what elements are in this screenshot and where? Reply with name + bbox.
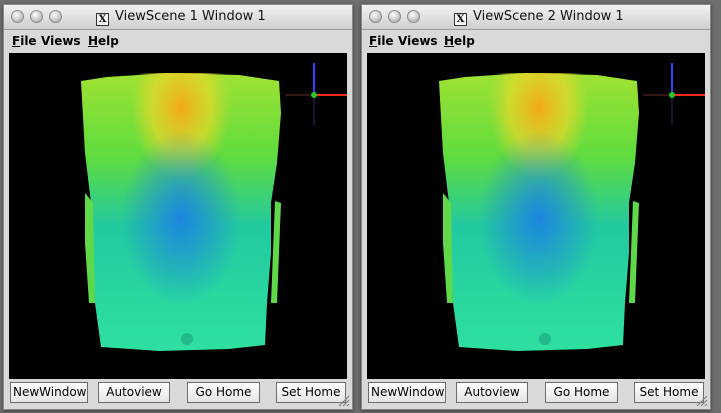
window-title-text: ViewScene 1 Window 1 — [115, 9, 266, 24]
menu-file[interactable]: File — [12, 34, 37, 48]
torso-scene — [81, 63, 347, 363]
go-home-button[interactable]: Go Home — [545, 382, 618, 403]
menu-help-mnemonic: H — [444, 34, 455, 48]
x11-icon: X — [96, 13, 109, 26]
menu-bar: File Views Help — [362, 30, 710, 52]
menu-file-mnemonic: F — [12, 34, 21, 48]
menu-views[interactable]: Views — [398, 34, 438, 48]
menu-help-mnemonic: H — [88, 34, 99, 48]
menu-file-mnemonic: F — [369, 34, 378, 48]
resize-grip-icon[interactable] — [696, 395, 708, 407]
set-home-button[interactable]: Set Home — [276, 382, 346, 403]
x11-icon: X — [454, 13, 467, 26]
torso-scene — [439, 63, 705, 363]
title-bar[interactable]: X ViewScene 1 Window 1 — [4, 5, 352, 30]
title-bar[interactable]: X ViewScene 2 Window 1 — [362, 5, 710, 30]
close-window-button[interactable] — [369, 10, 382, 23]
menu-help-label: elp — [454, 34, 475, 48]
menu-help-label: elp — [98, 34, 119, 48]
autoview-button[interactable]: Autoview — [456, 382, 528, 403]
window-title: X ViewScene 1 Window 1 — [96, 9, 266, 26]
zoom-window-button[interactable] — [407, 10, 420, 23]
menu-views-label: Views — [398, 34, 438, 48]
resize-grip-icon[interactable] — [338, 395, 350, 407]
menu-help[interactable]: Help — [88, 34, 119, 48]
render-viewport[interactable] — [367, 53, 705, 379]
menu-file-label: ile — [20, 34, 37, 48]
render-viewport[interactable] — [9, 53, 347, 379]
window-title-text: ViewScene 2 Window 1 — [473, 9, 624, 24]
menu-file[interactable]: File — [369, 34, 394, 48]
minimize-window-button[interactable] — [388, 10, 401, 23]
button-row: NewWindow Autoview Go Home Set Home — [362, 382, 710, 406]
viewscene-window-2: X ViewScene 2 Window 1 File Views Help — [361, 4, 711, 410]
new-window-button[interactable]: NewWindow — [10, 382, 88, 403]
menu-help[interactable]: Help — [444, 34, 475, 48]
viewscene-window-1: X ViewScene 1 Window 1 File Views Help — [3, 4, 353, 410]
set-home-button[interactable]: Set Home — [634, 382, 704, 403]
window-title: X ViewScene 2 Window 1 — [454, 9, 624, 26]
menu-bar: File Views Help — [4, 30, 352, 52]
menu-views-label: Views — [41, 34, 81, 48]
menu-views[interactable]: Views — [41, 34, 81, 48]
zoom-window-button[interactable] — [49, 10, 62, 23]
button-row: NewWindow Autoview Go Home Set Home — [4, 382, 352, 406]
menu-file-label: ile — [377, 34, 394, 48]
new-window-button[interactable]: NewWindow — [368, 382, 446, 403]
autoview-button[interactable]: Autoview — [98, 382, 170, 403]
minimize-window-button[interactable] — [30, 10, 43, 23]
close-window-button[interactable] — [11, 10, 24, 23]
go-home-button[interactable]: Go Home — [187, 382, 260, 403]
